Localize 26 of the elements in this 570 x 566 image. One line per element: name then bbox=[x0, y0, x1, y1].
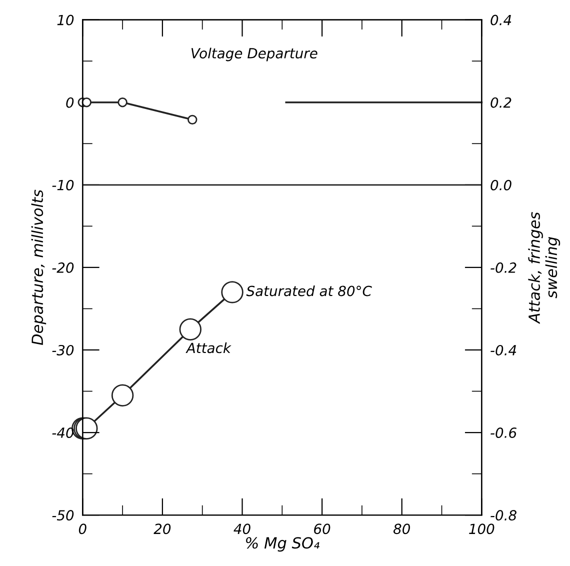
x-tick-label: 80 bbox=[393, 524, 410, 534]
y2-tick-label: -0.4 bbox=[490, 344, 516, 356]
y-tick-label: -50 bbox=[52, 510, 74, 521]
y2-tick-label: -0.6 bbox=[490, 427, 516, 438]
y2-tick-label: -0.2 bbox=[490, 262, 516, 273]
annotation: Saturated at 80°C bbox=[246, 285, 372, 296]
y2-axis-title: Attack, fringes swelling bbox=[528, 212, 560, 324]
x-tick-label: 100 bbox=[469, 524, 494, 534]
y2-tick-label: 0.2 bbox=[490, 97, 512, 108]
y-tick-label: -30 bbox=[52, 344, 74, 356]
y-tick-label: -10 bbox=[52, 180, 74, 190]
y2-tick-label: 0.0 bbox=[490, 180, 512, 190]
annotation: Voltage Departure bbox=[191, 48, 318, 62]
y-tick-label: 10 bbox=[57, 14, 74, 26]
x-tick-label: 0 bbox=[78, 524, 86, 534]
y2-tick-label: 0.4 bbox=[490, 14, 512, 26]
y2-tick-label: -0.8 bbox=[490, 510, 516, 521]
x-tick-label: 40 bbox=[234, 524, 250, 534]
x-axis-title: % Mg SO₄ bbox=[246, 537, 320, 552]
y-tick-label: 0 bbox=[66, 97, 74, 108]
x-tick-label: 60 bbox=[314, 524, 330, 534]
x-tick-label: 20 bbox=[154, 524, 171, 534]
y-tick-label: -40 bbox=[52, 427, 74, 438]
y-tick-label: -20 bbox=[52, 262, 74, 273]
y-axis-title: Departure, millivolts bbox=[31, 190, 46, 346]
annotation: Attack bbox=[186, 342, 232, 354]
